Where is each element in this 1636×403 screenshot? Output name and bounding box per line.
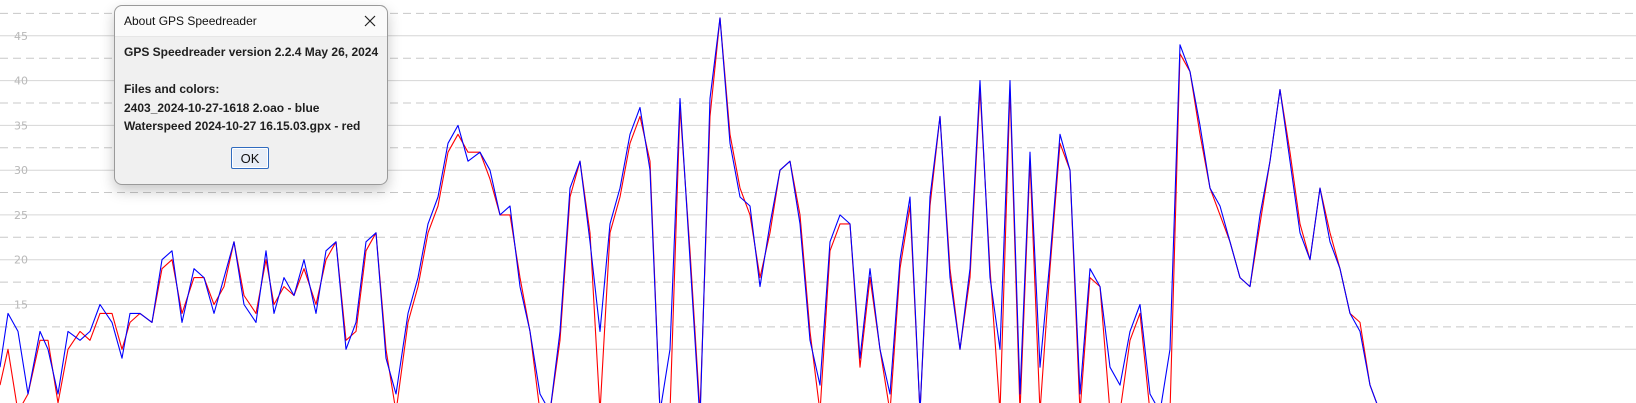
ok-button[interactable]: OK bbox=[231, 147, 269, 169]
dialog-body: GPS Speedreader version 2.2.4 May 26, 20… bbox=[115, 37, 387, 138]
y-axis-ticks: 15 20 25 30 35 40 45 bbox=[14, 30, 28, 312]
close-icon bbox=[364, 15, 376, 27]
y-tick-label: 20 bbox=[14, 254, 28, 267]
y-tick-label: 35 bbox=[14, 119, 28, 132]
y-tick-label: 40 bbox=[14, 75, 28, 88]
series-line-blue bbox=[0, 17, 1378, 403]
close-button[interactable] bbox=[361, 12, 379, 30]
file-entry-red: Waterspeed 2024-10-27 16.15.03.gpx - red bbox=[124, 119, 361, 133]
version-text: GPS Speedreader version 2.2.4 May 26, 20… bbox=[124, 45, 379, 59]
files-header: Files and colors: bbox=[124, 82, 220, 96]
dialog-titlebar[interactable]: About GPS Speedreader bbox=[115, 6, 387, 37]
y-tick-label: 25 bbox=[14, 209, 28, 222]
about-dialog: About GPS Speedreader GPS Speedreader ve… bbox=[114, 5, 388, 185]
y-tick-label: 30 bbox=[14, 164, 28, 177]
chart-series bbox=[0, 17, 1378, 403]
dialog-title: About GPS Speedreader bbox=[124, 14, 257, 28]
y-tick-label: 45 bbox=[14, 30, 28, 43]
y-tick-label: 15 bbox=[14, 299, 28, 312]
file-entry-blue: 2403_2024-10-27-1618 2.oao - blue bbox=[124, 100, 320, 115]
